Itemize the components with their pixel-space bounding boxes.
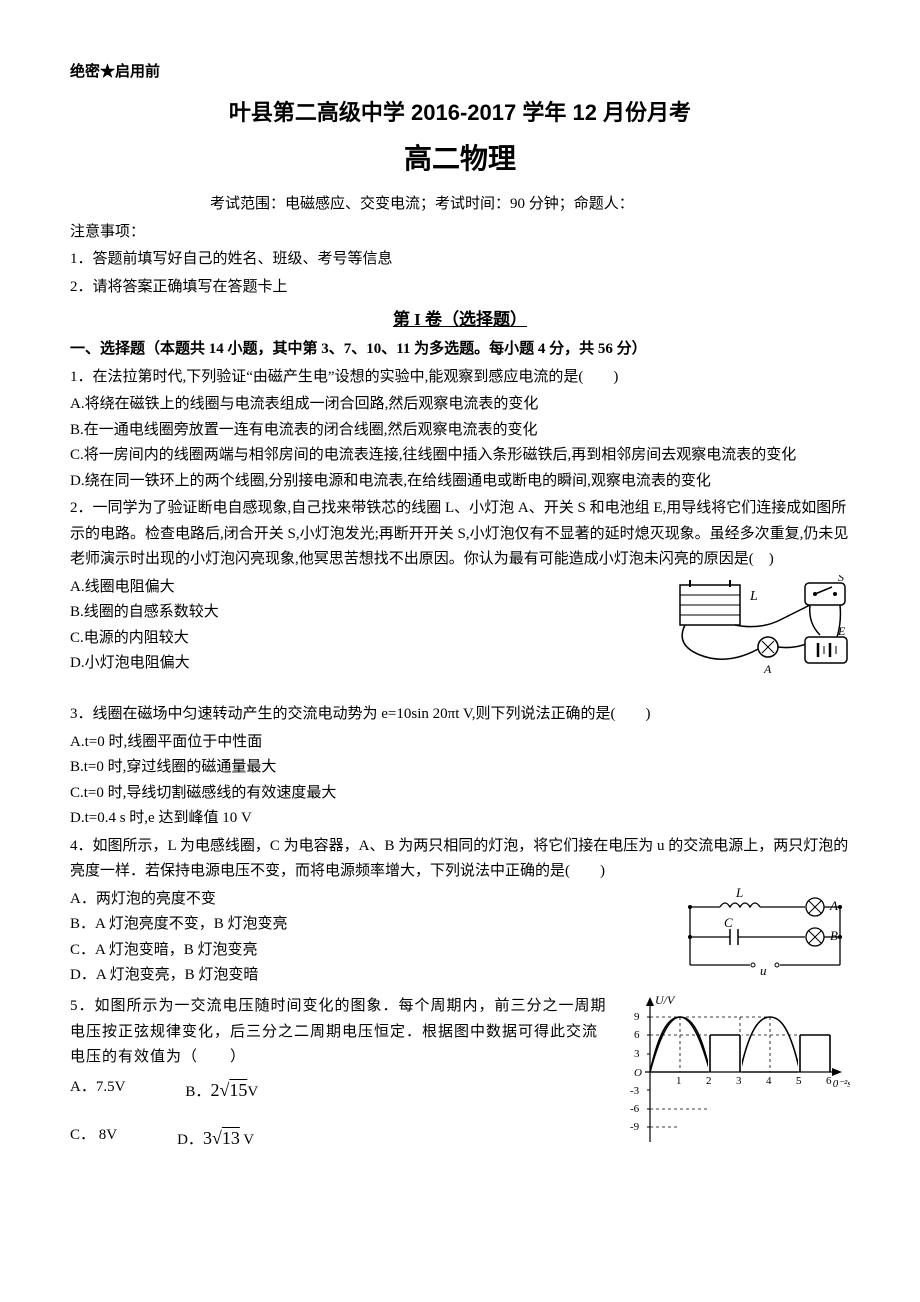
inductor-label: L (735, 887, 743, 900)
svg-text:1: 1 (676, 1075, 682, 1087)
battery-label: E (837, 624, 846, 638)
choice-section-heading: 一、选择题（本题共 14 小题，其中第 3、7、10、11 为多选题。每小题 4… (70, 337, 850, 363)
capacitor-label: C (724, 915, 733, 930)
voltage-label: u (760, 963, 767, 977)
svg-text:3: 3 (736, 1075, 742, 1087)
svg-text:O: O (634, 1067, 642, 1079)
exam-title: 叶县第二高级中学 2016-2017 学年 12 月份月考 (70, 94, 850, 131)
q2-figure: L S A E (670, 575, 850, 695)
q3-opt-a: A.t=0 时,线圈平面位于中性面 (70, 730, 850, 756)
svg-text:-3: -3 (630, 1085, 640, 1097)
q1-stem: 1．在法拉第时代,下列验证“由磁产生电”设想的实验中,能观察到感应电流的是( ) (70, 365, 850, 391)
svg-text:5: 5 (796, 1075, 802, 1087)
exam-subtitle: 高二物理 (70, 135, 850, 183)
q5-opt-c: C． 8V (70, 1123, 117, 1154)
q1-opt-b: B.在一通电线圈旁放置一连有电流表的闭合线圈,然后观察电流表的变化 (70, 418, 850, 444)
q4-stem: 4．如图所示，L 为电感线圈，C 为电容器，A、B 为两只相同的灯泡，将它们接在… (70, 834, 850, 885)
svg-text:-6: -6 (630, 1103, 640, 1115)
svg-text:6: 6 (826, 1075, 832, 1087)
svg-text:3: 3 (634, 1048, 640, 1060)
confidential-header: 绝密★启用前 (70, 60, 850, 86)
q3-opt-b: B.t=0 时,穿过线圈的磁通量最大 (70, 755, 850, 781)
part1-heading: 第 I 卷（选择题） (70, 306, 850, 335)
bulb-a-label: A (829, 898, 838, 913)
q1-opt-a: A.将绕在磁铁上的线圈与电流表组成一闭合回路,然后观察电流表的变化 (70, 392, 850, 418)
q3-opt-d: D.t=0.4 s 时,e 达到峰值 10 V (70, 806, 850, 832)
q5-figure: U/V t/(×10⁻²s) 9 6 3 O -3 -6 -9 1 2 3 4 … (620, 992, 850, 1162)
q4-figure: L A C B u (680, 887, 850, 987)
notice-heading: 注意事项： (70, 220, 850, 246)
switch-label: S (838, 575, 844, 584)
svg-text:6: 6 (634, 1029, 640, 1041)
q1-opt-d: D.绕在同一铁环上的两个线圈,分别接电源和电流表,在给线圈通电或断电的瞬间,观察… (70, 469, 850, 495)
q5-opt-d: D．3√13 V (177, 1123, 254, 1154)
bulb-b-label: B (830, 928, 838, 943)
q5-opt-b: B．2√15V (185, 1075, 258, 1106)
svg-text:2: 2 (706, 1075, 712, 1087)
notice-1: 1．答题前填写好自己的姓名、班级、考号等信息 (70, 247, 850, 273)
bulb-label: A (763, 662, 772, 676)
svg-text:9: 9 (634, 1011, 640, 1023)
q3-opt-c: C.t=0 时,导线切割磁感线的有效速度最大 (70, 781, 850, 807)
svg-text:-9: -9 (630, 1121, 640, 1133)
q3-stem: 3．线圈在磁场中匀速转动产生的交流电动势为 e=10sin 20πt V,则下列… (70, 702, 850, 728)
y-axis-label: U/V (655, 993, 676, 1007)
notice-2: 2．请将答案正确填写在答题卡上 (70, 275, 850, 301)
svg-text:4: 4 (766, 1075, 772, 1087)
q2-stem: 2．一同学为了验证断电自感现象,自己找来带铁芯的线圈 L、小灯泡 A、开关 S … (70, 496, 850, 573)
exam-meta: 考试范围：电磁感应、交变电流；考试时间：90 分钟；命题人： (130, 192, 850, 218)
q5-opt-a: A．7.5V (70, 1075, 125, 1106)
coil-label: L (749, 589, 758, 604)
q1-opt-c: C.将一房间内的线圈两端与相邻房间的电流表连接,往线圈中插入条形磁铁后,再到相邻… (70, 443, 850, 469)
